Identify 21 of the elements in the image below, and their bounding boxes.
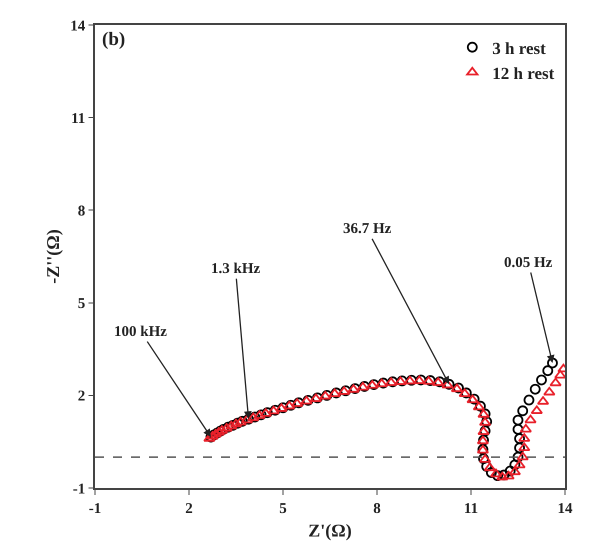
annotation: 36.7 Hz — [343, 221, 392, 237]
x-tick-label: 2 — [185, 500, 193, 517]
y-axis-title: -Z''(Ω) — [42, 229, 63, 284]
annotation: 1.3 kHz — [211, 261, 261, 277]
x-tick-label: 11 — [464, 500, 478, 517]
annotation: 0.05 Hz — [504, 255, 553, 271]
annotation: 100 kHz — [114, 324, 168, 340]
y-tick-label: 8 — [78, 203, 86, 220]
x-tick-label: -1 — [88, 500, 102, 517]
x-tick-label: 14 — [558, 500, 573, 517]
y-tick-label: 11 — [71, 110, 86, 127]
x-tick-label: 8 — [373, 500, 381, 517]
annotation: (b) — [102, 29, 126, 50]
y-tick-label: -1 — [72, 481, 86, 498]
y-tick-label: 5 — [78, 296, 86, 312]
legend-label: 12 h rest — [492, 64, 555, 83]
x-tick-label: 5 — [279, 500, 287, 517]
y-tick-label: 14 — [70, 18, 86, 34]
legend-label: 3 h rest — [492, 38, 546, 58]
x-axis-title: Z'(Ω) — [308, 520, 352, 540]
y-tick-label: 2 — [78, 388, 86, 405]
